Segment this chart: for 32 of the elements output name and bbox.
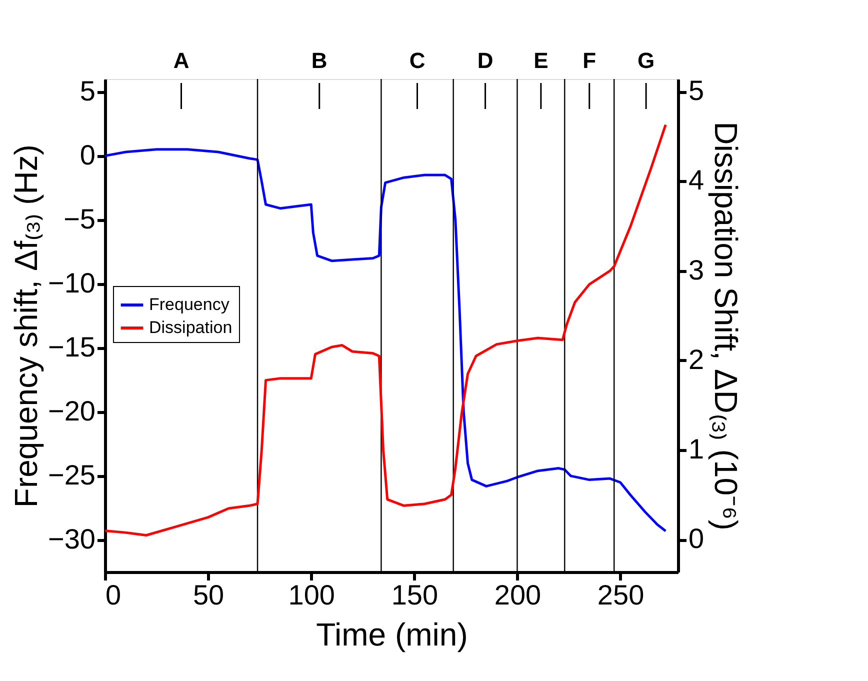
y-tick-label: −25 <box>48 459 96 490</box>
x-tick-label: 250 <box>597 580 644 610</box>
x-tick-label: 50 <box>192 580 224 610</box>
y-tick-label: −5 <box>64 203 96 234</box>
y2-tick-label: 3 <box>688 254 704 286</box>
y-tick-label: 5 <box>80 75 96 106</box>
text: D <box>477 48 494 73</box>
y2-tick-label: 1 <box>688 434 704 465</box>
y-tick-label: −10 <box>48 267 96 298</box>
y-axis-title: Frequency shift, Δf₍₃₎ (Hz) <box>8 144 44 508</box>
legend-label: Dissipation <box>149 318 232 338</box>
x-tick-label: 100 <box>288 580 335 610</box>
legend-label: Frequency <box>149 295 230 314</box>
y2-axis-title: Dissipation Shift, ΔD₍₃₎ (10⁻⁶) <box>708 122 744 530</box>
x-tick-label: 200 <box>494 580 542 610</box>
text: G <box>637 48 655 73</box>
text: A <box>173 48 190 73</box>
y-tick-label: −20 <box>48 395 96 426</box>
y-tick-label: −30 <box>48 523 96 554</box>
y2-tick-label: 5 <box>688 75 704 106</box>
x-tick-label: 0 <box>106 580 122 610</box>
text: C <box>409 48 426 73</box>
y-tick-label: −15 <box>48 331 96 362</box>
y2-tick-label: 4 <box>688 164 704 196</box>
text: B <box>311 48 328 73</box>
text: E <box>534 48 548 73</box>
y-tick-label: 0 <box>80 139 96 170</box>
y2-tick-label: 2 <box>688 344 704 375</box>
x-tick-label: 150 <box>391 580 438 610</box>
y2-tick-label: 0 <box>688 523 704 554</box>
text: F <box>582 48 596 73</box>
x-axis-title: Time (min) <box>316 616 468 652</box>
